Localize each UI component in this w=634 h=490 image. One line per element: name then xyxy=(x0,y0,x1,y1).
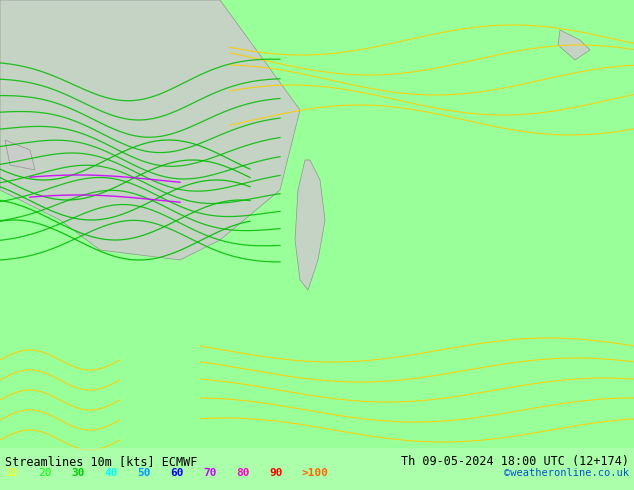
Text: 70: 70 xyxy=(203,468,216,478)
Polygon shape xyxy=(295,160,325,290)
Text: 50: 50 xyxy=(137,468,150,478)
Text: >100: >100 xyxy=(302,468,329,478)
Polygon shape xyxy=(5,140,35,170)
Bar xyxy=(0,448,634,490)
Text: 30: 30 xyxy=(71,468,84,478)
Text: 90: 90 xyxy=(269,468,283,478)
Text: Th 09-05-2024 18:00 UTC (12+174): Th 09-05-2024 18:00 UTC (12+174) xyxy=(401,455,629,468)
Text: ©weatheronline.co.uk: ©weatheronline.co.uk xyxy=(504,468,629,478)
Polygon shape xyxy=(558,30,590,60)
Text: 60: 60 xyxy=(170,468,183,478)
Text: 80: 80 xyxy=(236,468,250,478)
Text: 20: 20 xyxy=(38,468,51,478)
Polygon shape xyxy=(0,0,300,260)
Text: 10: 10 xyxy=(5,468,18,478)
Text: Streamlines 10m [kts] ECMWF: Streamlines 10m [kts] ECMWF xyxy=(5,455,197,468)
Text: 40: 40 xyxy=(104,468,117,478)
